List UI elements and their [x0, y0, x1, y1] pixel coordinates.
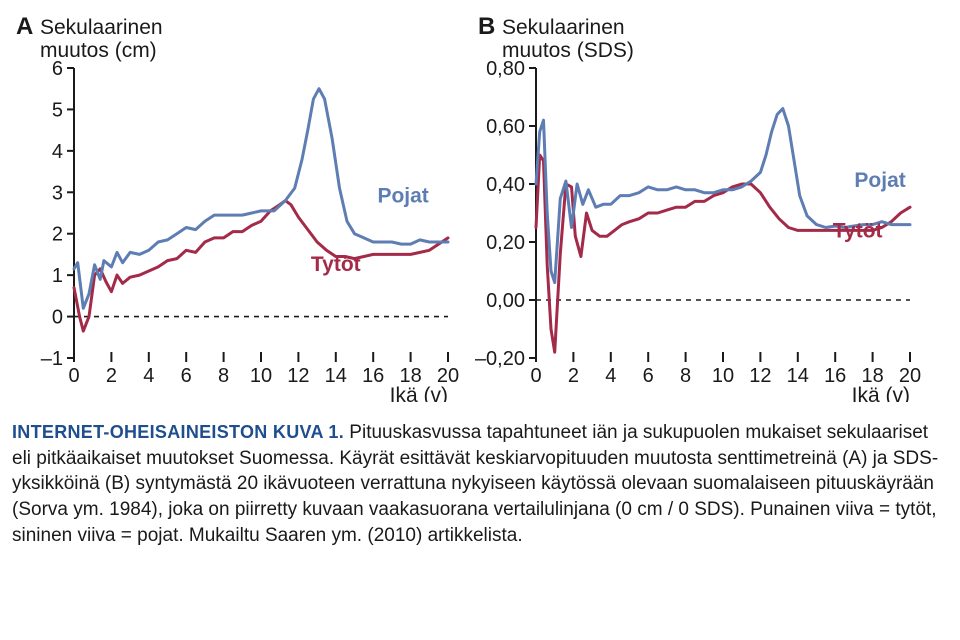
svg-text:16: 16: [362, 365, 384, 387]
svg-text:Ikä (v): Ikä (v): [390, 384, 448, 402]
svg-text:12: 12: [749, 365, 771, 387]
svg-text:4: 4: [143, 365, 154, 387]
svg-text:16: 16: [824, 365, 846, 387]
svg-text:14: 14: [325, 365, 347, 387]
svg-text:Tytöt: Tytöt: [311, 253, 361, 276]
svg-text:5: 5: [52, 99, 63, 121]
svg-text:1: 1: [52, 265, 63, 287]
svg-text:10: 10: [250, 365, 272, 387]
svg-text:Pojat: Pojat: [854, 169, 905, 192]
svg-text:4: 4: [605, 365, 616, 387]
svg-text:B: B: [478, 13, 495, 40]
svg-text:A: A: [16, 13, 33, 40]
svg-text:Tytöt: Tytöt: [833, 220, 883, 243]
svg-text:–1: –1: [41, 348, 63, 370]
svg-text:–0,20: –0,20: [475, 348, 525, 370]
svg-text:4: 4: [52, 141, 63, 163]
svg-text:2: 2: [52, 224, 63, 246]
svg-text:8: 8: [680, 365, 691, 387]
caption-lead: INTERNET-OHEISAINEISTON KUVA 1.: [12, 422, 344, 442]
svg-text:8: 8: [218, 365, 229, 387]
svg-text:12: 12: [287, 365, 309, 387]
svg-text:6: 6: [643, 365, 654, 387]
charts-row: ASekulaarinenmuutos (cm)–101234560246810…: [12, 12, 948, 402]
svg-text:Sekulaarinen: Sekulaarinen: [502, 16, 625, 39]
svg-text:Sekulaarinen: Sekulaarinen: [40, 16, 163, 39]
svg-text:0,20: 0,20: [486, 232, 525, 254]
svg-text:2: 2: [568, 365, 579, 387]
chart-a-svg: ASekulaarinenmuutos (cm)–101234560246810…: [12, 12, 462, 402]
svg-text:0,40: 0,40: [486, 174, 525, 196]
svg-text:3: 3: [52, 182, 63, 204]
svg-text:0: 0: [68, 365, 79, 387]
figure-caption: INTERNET-OHEISAINEISTON KUVA 1. Pituuska…: [12, 420, 942, 548]
svg-text:0,00: 0,00: [486, 290, 525, 312]
svg-text:Ikä (v): Ikä (v): [852, 384, 910, 402]
panel-b: BSekulaarinenmuutos (SDS)–0,200,000,200,…: [474, 12, 924, 402]
svg-text:14: 14: [787, 365, 809, 387]
svg-text:0,80: 0,80: [486, 58, 525, 80]
svg-text:0,60: 0,60: [486, 116, 525, 138]
chart-b-svg: BSekulaarinenmuutos (SDS)–0,200,000,200,…: [474, 12, 924, 402]
svg-text:6: 6: [52, 58, 63, 80]
svg-text:0: 0: [52, 307, 63, 329]
svg-text:6: 6: [181, 365, 192, 387]
svg-text:0: 0: [530, 365, 541, 387]
svg-text:Pojat: Pojat: [377, 185, 428, 208]
svg-text:2: 2: [106, 365, 117, 387]
svg-text:10: 10: [712, 365, 734, 387]
panel-a: ASekulaarinenmuutos (cm)–101234560246810…: [12, 12, 462, 402]
